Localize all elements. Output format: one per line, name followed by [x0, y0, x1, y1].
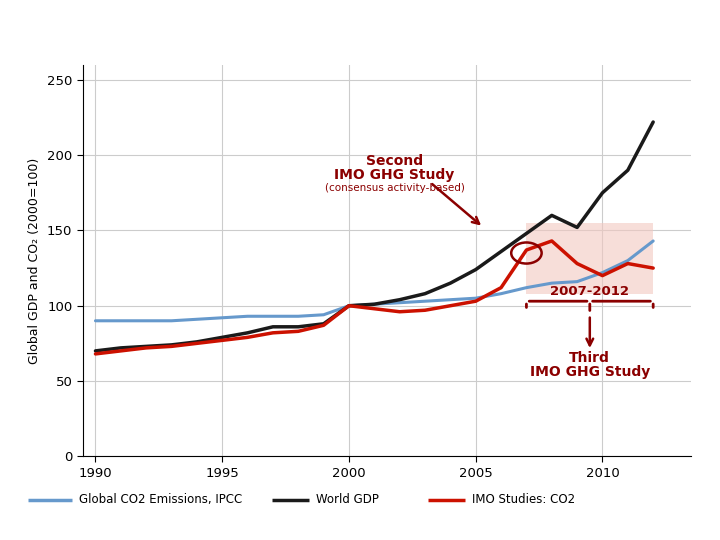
Text: IMO Studies: CO2: IMO Studies: CO2: [472, 493, 575, 506]
Text: IMO GHG Study: IMO GHG Study: [335, 168, 455, 182]
Text: Third: Third: [570, 352, 611, 366]
Text: 2007-2012: 2007-2012: [550, 285, 629, 298]
Text: UCL Energy Institute: UCL Energy Institute: [9, 25, 147, 38]
Bar: [526, 223, 653, 294]
Text: Global CO2 Emissions, IPCC: Global CO2 Emissions, IPCC: [79, 493, 243, 506]
Y-axis label: Global GDP and CO₂ (2000=100): Global GDP and CO₂ (2000=100): [29, 158, 42, 363]
Text: ⌂UCL: ⌂UCL: [614, 14, 695, 42]
Text: IMO GHG Study: IMO GHG Study: [530, 365, 650, 379]
Text: Second: Second: [366, 154, 423, 168]
Text: (consensus activity-based): (consensus activity-based): [325, 183, 464, 193]
Text: World GDP: World GDP: [316, 493, 379, 506]
